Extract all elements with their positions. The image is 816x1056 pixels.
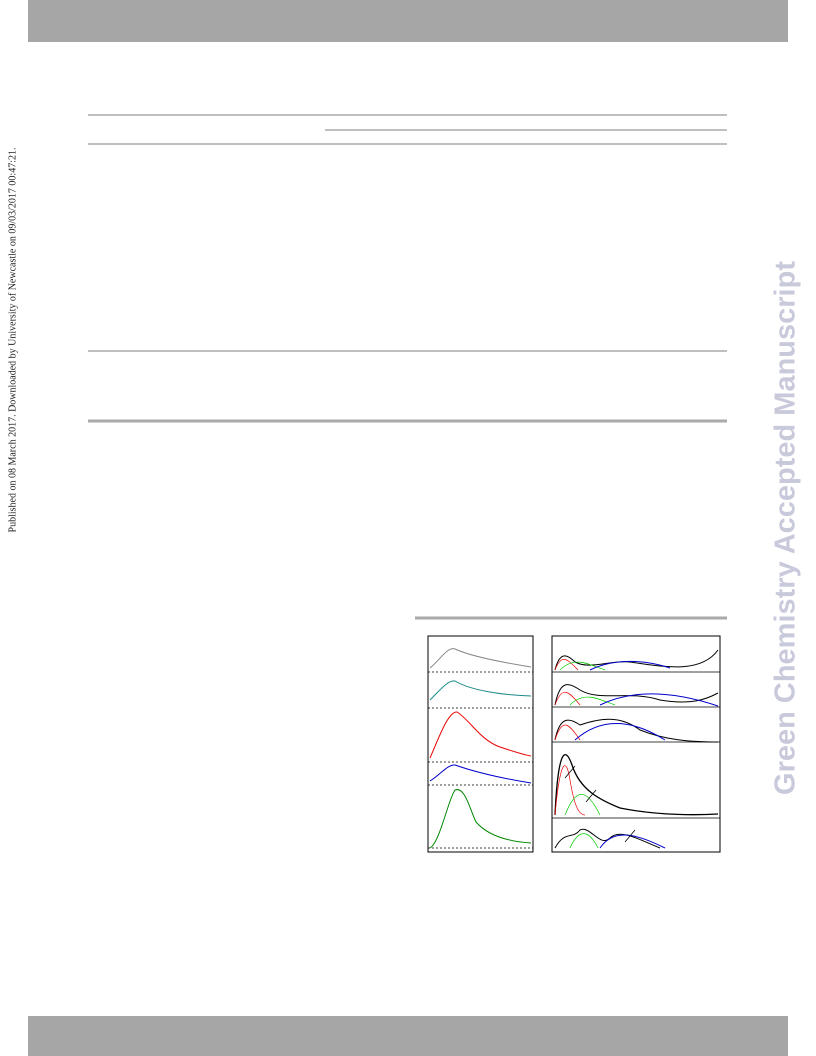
figure-right-panel: [551, 635, 721, 853]
figure-left-panel: [427, 635, 534, 853]
table-rules: [88, 114, 727, 352]
header-bar: [28, 0, 788, 42]
footer-bar: [28, 1016, 788, 1056]
